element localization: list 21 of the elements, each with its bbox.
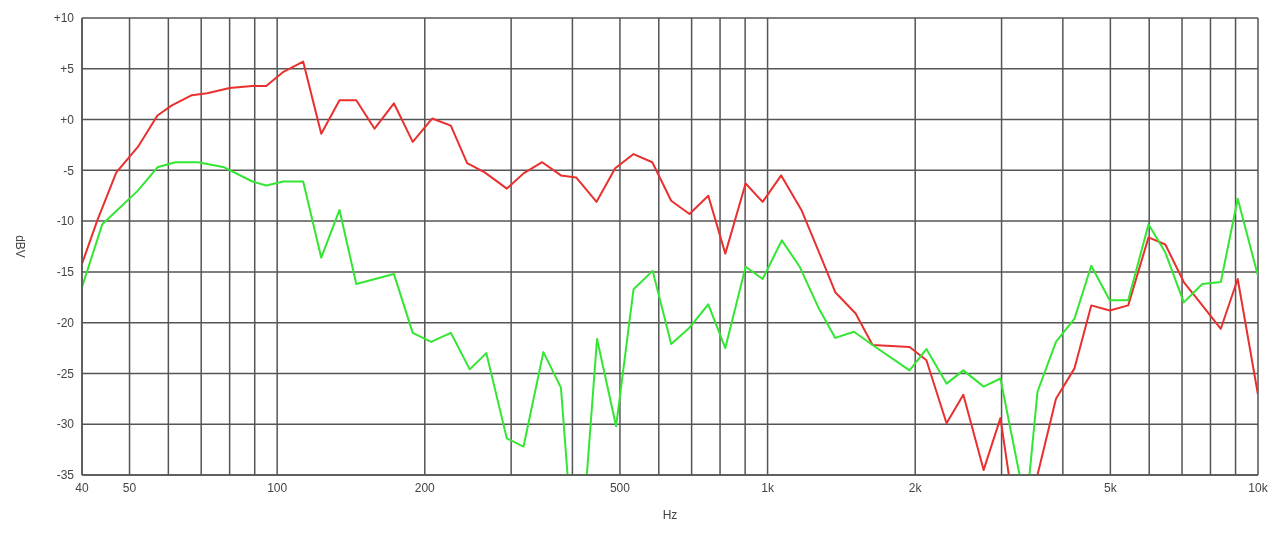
x-tick-label: 40 <box>75 480 89 495</box>
x-axis-title: Hz <box>662 508 678 522</box>
y-tick-label: -5 <box>63 163 75 178</box>
y-tick-label: -35 <box>56 468 75 483</box>
y-tick-label: -15 <box>56 265 75 280</box>
x-tick-label: 500 <box>609 480 631 495</box>
y-tick-label: +0 <box>60 112 75 127</box>
x-tick-label: 5k <box>1104 480 1118 495</box>
y-tick-label: -30 <box>56 417 75 432</box>
x-tick-label: 2k <box>908 480 923 495</box>
x-tick-label: 1k <box>761 480 775 495</box>
x-tick-label: 50 <box>122 480 137 495</box>
x-tick-label: 100 <box>267 480 288 495</box>
x-tick-label: 200 <box>414 480 436 495</box>
y-tick-label: -10 <box>56 214 75 229</box>
y-tick-label: -25 <box>56 366 75 381</box>
y-tick-label: -20 <box>56 315 75 330</box>
y-axis-title: dBV <box>12 235 27 258</box>
y-tick-label: +5 <box>60 62 75 77</box>
x-tick-label: 10k <box>1248 480 1269 495</box>
y-tick-label: +10 <box>53 11 75 26</box>
